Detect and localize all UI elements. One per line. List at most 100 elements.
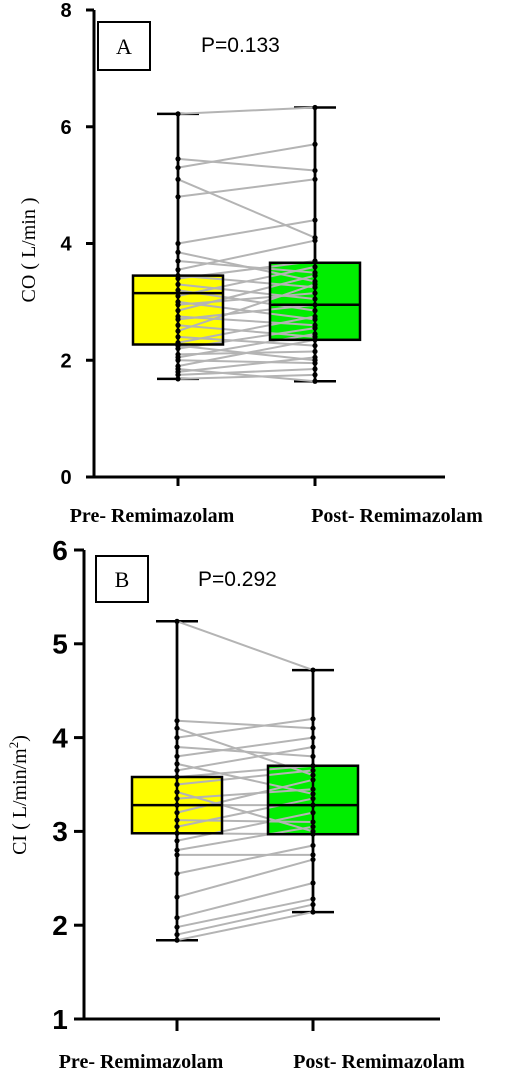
panel-b-point-pre bbox=[174, 725, 180, 731]
panel-a-point-post bbox=[312, 235, 318, 241]
panel-b-point-post bbox=[310, 828, 316, 835]
panel-a-point-pre bbox=[175, 156, 181, 162]
panel-b-point-pre bbox=[174, 718, 180, 724]
panel-b-y-tick-label: 2 bbox=[52, 910, 68, 941]
panel-b-point-pre bbox=[174, 761, 180, 767]
panel-a-pair-line bbox=[177, 315, 316, 327]
panel-b-x-label-post: Post- Remimazolam bbox=[293, 1051, 465, 1073]
panel-b-pair-line bbox=[176, 819, 314, 824]
panel-a-point-post bbox=[312, 176, 318, 182]
panel-b-point-pre bbox=[174, 795, 180, 802]
panel-a-point-pre bbox=[175, 249, 181, 255]
panel-a-point-post bbox=[312, 217, 318, 223]
panel-b-point-pre bbox=[174, 847, 180, 853]
panel-a-pair-line bbox=[177, 219, 316, 245]
panel-a-point-post bbox=[312, 308, 318, 314]
panel-b-point-pre bbox=[174, 735, 180, 741]
panel-a-pair-line bbox=[177, 239, 316, 271]
panel-a-pair-line bbox=[177, 178, 316, 239]
panel-b-y-tick-label: 4 bbox=[52, 722, 68, 753]
panel-a-point-post bbox=[312, 167, 318, 174]
panel-b-point-pre bbox=[174, 781, 180, 788]
panel-a-point-pre bbox=[175, 328, 181, 334]
panel-a-x-label-post: Post- Remimazolam bbox=[311, 505, 483, 527]
panel-b-y-tick-label: 3 bbox=[52, 816, 68, 847]
panel-a-point-pre bbox=[175, 351, 181, 358]
panel-b-point-pre bbox=[174, 824, 180, 830]
panel-a-point-pre bbox=[175, 334, 181, 340]
panel-a-point-post bbox=[312, 264, 318, 270]
panel-b-point-post bbox=[310, 753, 316, 759]
panel-b-point-pre bbox=[174, 915, 180, 921]
panel-a-point-post bbox=[312, 334, 318, 340]
panel-a-pair-line bbox=[177, 292, 316, 306]
panel-a-point-pre bbox=[175, 287, 181, 293]
panel-a-point-post bbox=[312, 258, 318, 264]
panel-a-point-post bbox=[312, 302, 318, 308]
panel-a-pair-line bbox=[177, 283, 316, 300]
panel-a-point-post bbox=[312, 104, 318, 111]
panel-b-point-pre bbox=[174, 924, 180, 930]
panel-b-point-post bbox=[310, 880, 316, 886]
panel-a-pair-line bbox=[177, 335, 316, 347]
panel-a-pair-line bbox=[177, 356, 316, 373]
panel-b-plot: 1 2 3 4 5 6 bbox=[52, 535, 440, 1035]
panel-b-x-label-pre: Pre- Remimazolam bbox=[59, 1051, 224, 1073]
panel-b-pair-line bbox=[176, 858, 314, 899]
panel-a-pair-line bbox=[177, 251, 316, 283]
panel-a-y-tick-label: 0 bbox=[60, 467, 71, 489]
panel-a-point-pre bbox=[175, 376, 181, 382]
panel-b-pair-line bbox=[176, 791, 314, 833]
panel-b-y-axis-label: CI ( L/min/m2) bbox=[6, 735, 31, 855]
panel-a-point-post bbox=[312, 284, 318, 290]
panel-b-point-post bbox=[310, 896, 316, 902]
panel-b-point-pre bbox=[174, 817, 180, 823]
panel-b-y-tick-label: 1 bbox=[52, 1004, 68, 1035]
panel-b-point-pre bbox=[174, 838, 180, 844]
panel-a-point-pre bbox=[175, 313, 181, 320]
panel-a-point-pre bbox=[175, 293, 181, 299]
panel-b-point-post bbox=[310, 909, 316, 915]
panel-b-point-pre bbox=[174, 753, 180, 759]
panel-a-point-post bbox=[312, 290, 318, 296]
panel-b-pair-line bbox=[176, 717, 314, 739]
panel-a: 0 2 4 6 8 A P=0.133 CO ( L/min ) Pre- Remima… bbox=[18, 0, 483, 527]
panel-a-pair-line bbox=[177, 106, 316, 115]
panel-b-point-post bbox=[310, 667, 316, 673]
panel-b-point-pre bbox=[174, 937, 180, 943]
panel-b-point-post bbox=[310, 767, 316, 774]
panel-a-point-post bbox=[312, 270, 318, 276]
panel-b-point-post bbox=[310, 824, 316, 830]
panel-a-pair-line bbox=[177, 359, 316, 365]
panel-b-point-pre bbox=[174, 789, 180, 795]
panel-b-y-axis-label-sup: 2 bbox=[6, 742, 21, 749]
panel-b-pair-line bbox=[176, 788, 314, 800]
panel-a-y-tick-label: 6 bbox=[60, 117, 71, 139]
panel-a-point-pre bbox=[175, 194, 181, 200]
panel-b-y-axis-label-suffix: ) bbox=[9, 735, 31, 742]
panel-b-point-pre bbox=[174, 744, 180, 750]
panel-b-y-tick-label: 5 bbox=[52, 629, 68, 660]
panel-a-y-tick-label: 8 bbox=[60, 0, 71, 22]
panel-b-pair-line bbox=[176, 727, 314, 777]
panel-b-point-pre bbox=[174, 852, 180, 858]
panel-b-point-pre bbox=[174, 802, 180, 808]
panel-a-point-pre bbox=[175, 340, 181, 346]
panel-b-y-tick-label: 6 bbox=[52, 535, 68, 566]
panel-a-point-post bbox=[312, 322, 318, 328]
panel-a-point-post bbox=[312, 278, 318, 285]
panel-b-pair-line bbox=[176, 811, 314, 842]
panel-b-label: B bbox=[115, 567, 130, 592]
panel-a-point-pre bbox=[175, 165, 181, 171]
panel-b-pair-line bbox=[176, 897, 314, 929]
panel-a-point-pre bbox=[175, 273, 181, 279]
panel-a-pair-line bbox=[177, 300, 316, 321]
panel-b-pair-line bbox=[176, 911, 314, 942]
panel-b-point-post bbox=[310, 725, 316, 731]
panel-b-point-post bbox=[310, 856, 316, 863]
panel-a-pair-line bbox=[177, 368, 316, 376]
panel-b-point-post bbox=[310, 777, 316, 783]
panel-b-pair-line bbox=[176, 825, 314, 852]
panel-b-point-post bbox=[310, 842, 316, 849]
